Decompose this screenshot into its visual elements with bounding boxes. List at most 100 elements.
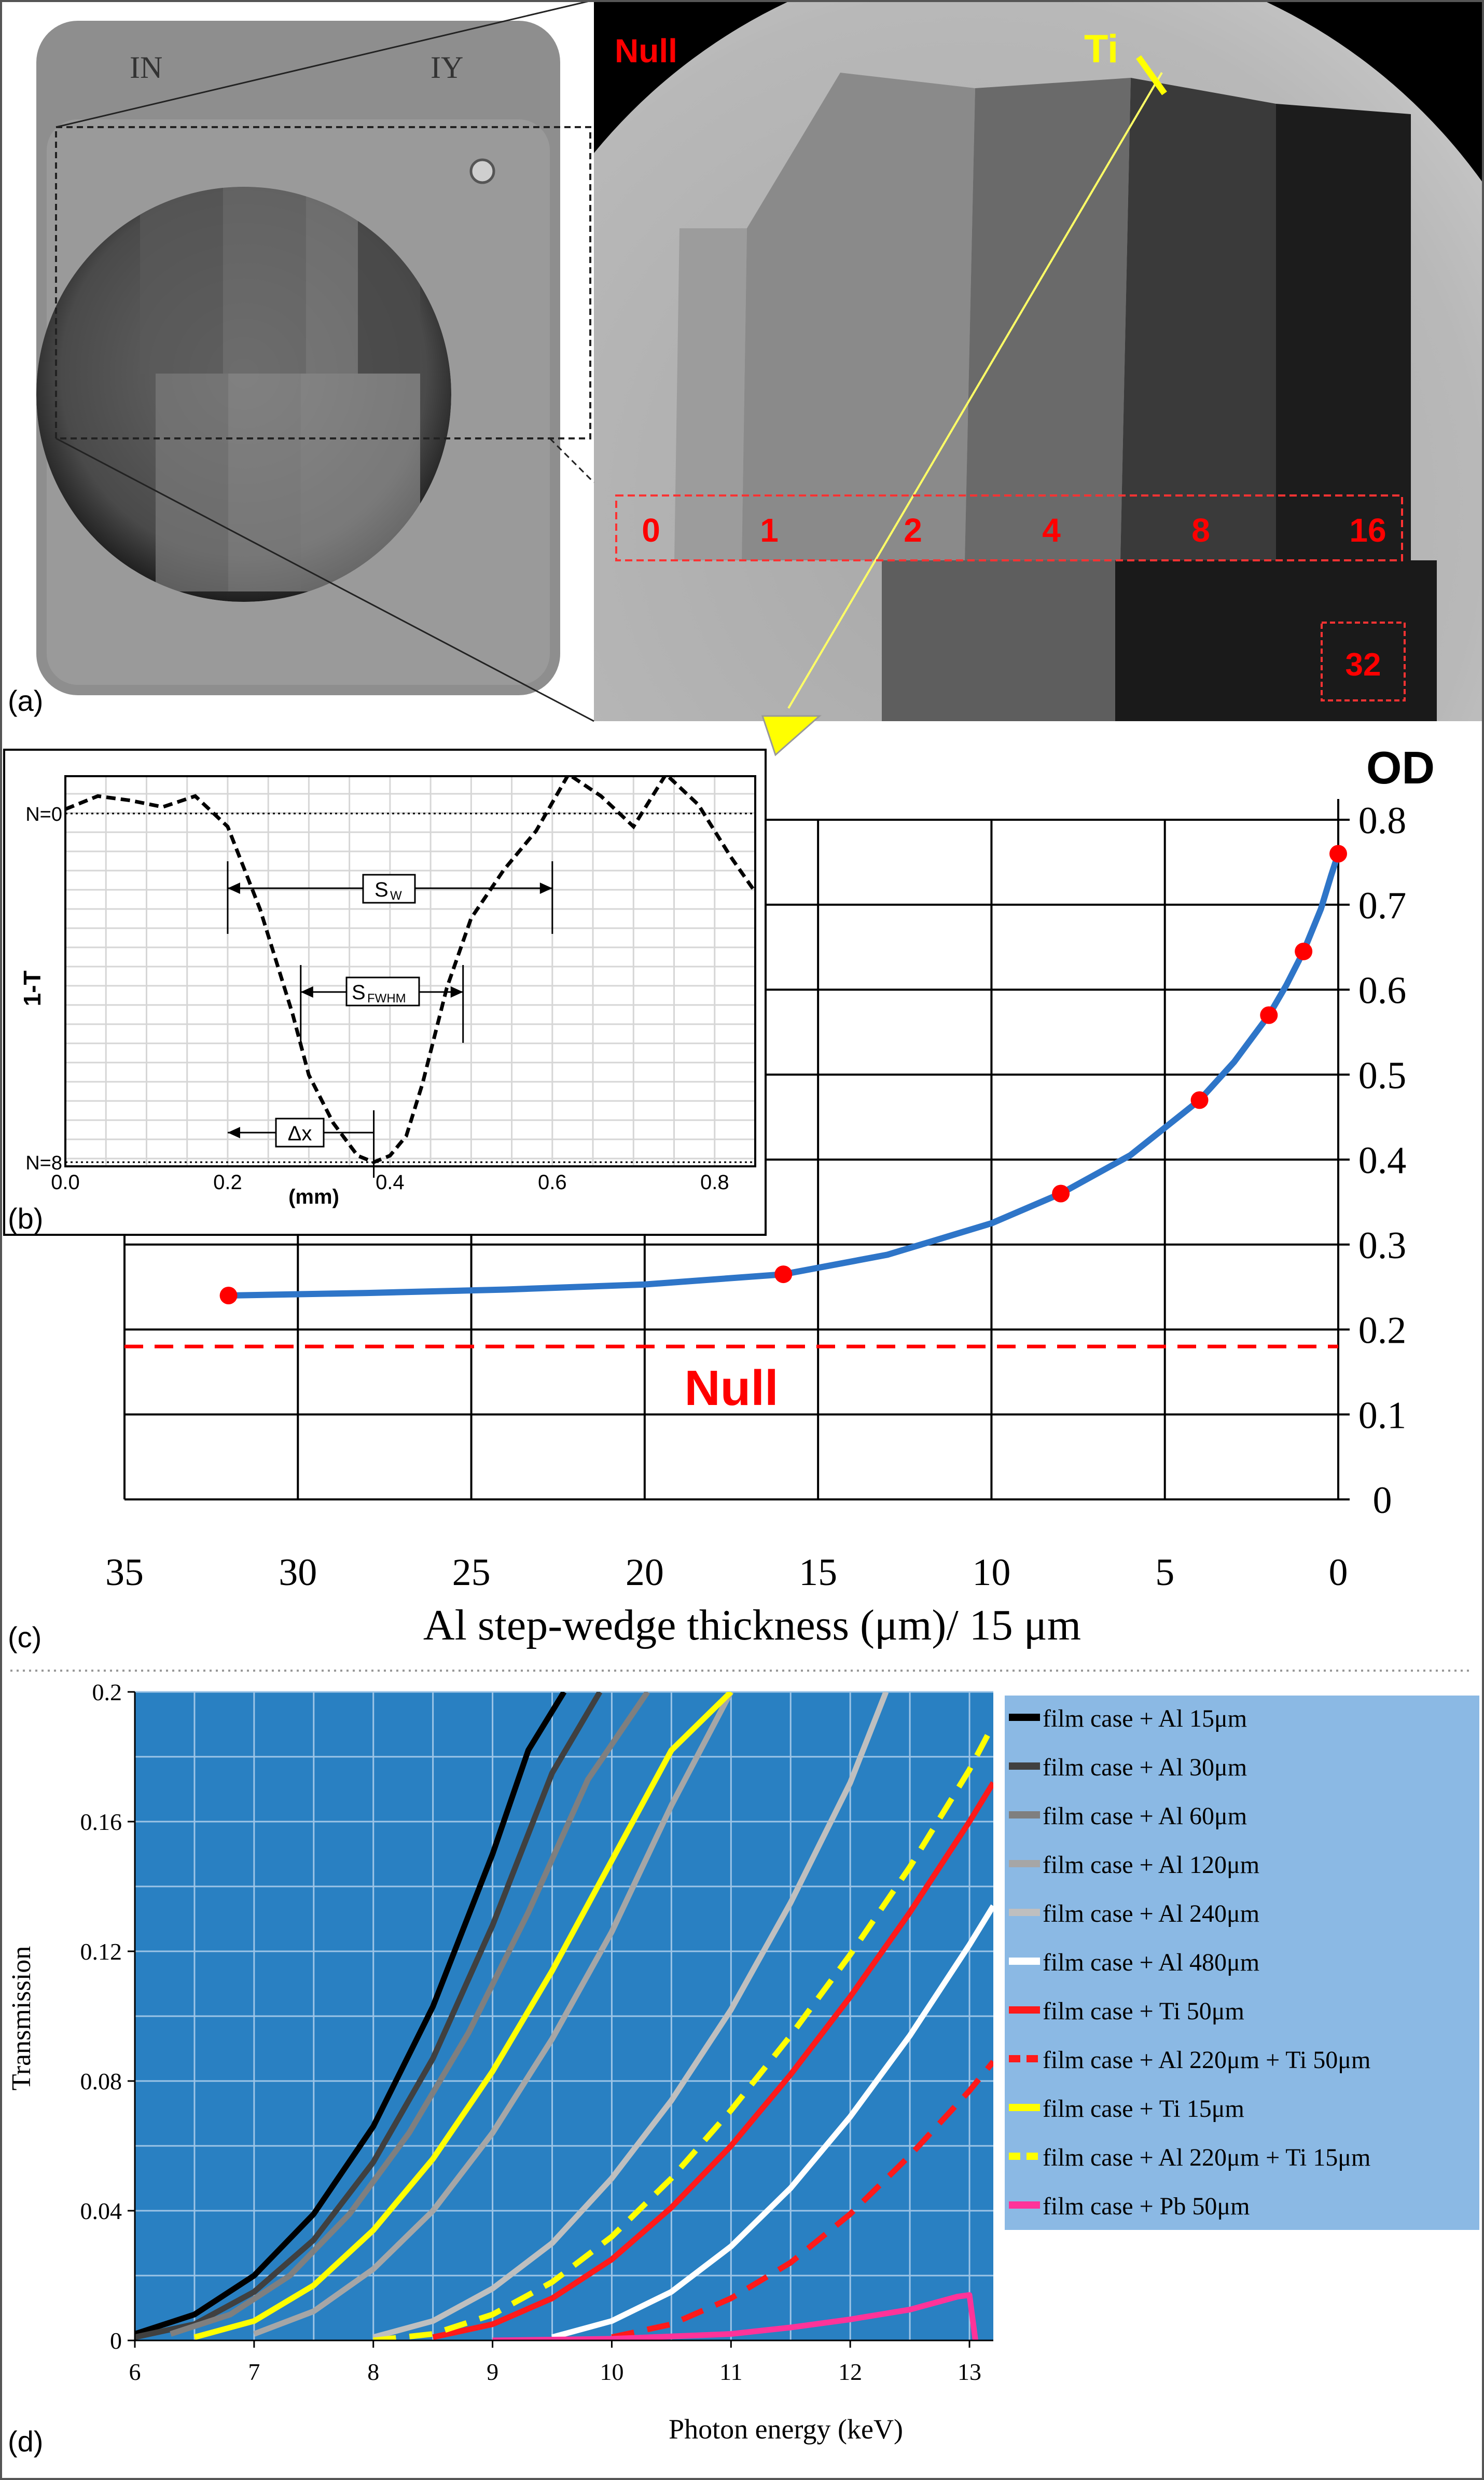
chart-d-series-line: [611, 2060, 993, 2340]
step-32-box: [1321, 622, 1406, 701]
ti-marker: [1136, 55, 1167, 95]
chart-d-series-line: [432, 1781, 993, 2340]
dx-label: Δx: [288, 1122, 312, 1145]
chart-d-xtick-label: 9: [487, 2359, 498, 2385]
chart-d-xlabel: Photon energy (keV): [669, 2414, 903, 2445]
step-label-0: 0: [642, 512, 660, 549]
xray-step-c: [965, 78, 1131, 560]
chart-c-ytick-label: 0.1: [1358, 1394, 1407, 1437]
chart-d: 0 0.04 0.08 0.12 0.16 0.2 6 7 8 9 10 11 12 13 film ca…: [7, 1679, 1479, 2458]
film-step-5: [156, 374, 228, 591]
chart-d-legend-label: film case + Al 120μm: [1043, 1851, 1259, 1879]
film-step-6: [228, 374, 301, 591]
chart-d-ytick-label: 0.12: [80, 1938, 122, 1965]
chart-d-xtick-label: 13: [958, 2359, 981, 2385]
chart-d-legend-label: film case + Al 480μm: [1043, 1949, 1259, 1976]
chart-d-series-line: [492, 2292, 978, 2340]
chart-d-legend-label: film case + Al 240μm: [1043, 1900, 1259, 1927]
panel-d-label: (d): [8, 2425, 43, 2458]
chart-c-null-label: Null: [684, 1360, 778, 1416]
chart-c-xtick-label: 35: [105, 1551, 144, 1594]
chart-c-xtick-label: 25: [452, 1551, 491, 1594]
chart-d-ytick-label: 0: [110, 2327, 122, 2354]
sfwhm-arrow-head-right: [450, 986, 463, 998]
xray-step-d: [1120, 78, 1276, 560]
xray-profile-line: [787, 72, 1163, 709]
chart-d-legend-label: film case + Ti 15μm: [1043, 2095, 1244, 2123]
chart-c-data-point: [1052, 1184, 1070, 1203]
sfwhm-label: S: [352, 981, 366, 1004]
chart-c-ytick-label: 0.8: [1358, 800, 1407, 842]
sw-arrow-head-left: [227, 883, 240, 894]
film-step-1: [140, 187, 223, 374]
panel-a-label: (a): [8, 684, 43, 717]
chart-d-xtick-label: 11: [719, 2359, 742, 2385]
chart-d-ticks: 0 0.04 0.08 0.12 0.16 0.2 6 7 8 9 10 11 12 13: [80, 1679, 993, 2385]
chart-d-series-line: [372, 1692, 889, 2340]
step-label-8: 8: [1191, 512, 1210, 549]
chart-d-ytick-label: 0.2: [92, 1679, 122, 1705]
chart-b-xtick-label: 0.8: [700, 1171, 729, 1194]
chart-d-series-line: [253, 1692, 734, 2337]
chart-d-legend-label: film case + Ti 50μm: [1043, 1997, 1244, 2025]
sw-subscript: W: [390, 889, 402, 903]
chart-c-xtick-label: 5: [1155, 1551, 1174, 1594]
sfwhm-arrow-head-left: [300, 986, 313, 998]
chart-c-xtick-label: 0: [1329, 1551, 1348, 1594]
chart-c-data-point: [774, 1265, 793, 1284]
chart-d-legend-bg: [1005, 1696, 1479, 2230]
film-label-left: IN: [130, 50, 162, 85]
chart-d-xtick-label: 12: [838, 2359, 862, 2385]
chart-d-legend-label: film case + Al 220μm + Ti 15μm: [1043, 2144, 1370, 2171]
chart-d-xtick-label: 6: [129, 2359, 141, 2385]
chart-b-ylabel: 1-T: [19, 971, 46, 1007]
chart-b-profile: [65, 776, 755, 1164]
panel-c-label: (c): [8, 1621, 41, 1654]
xray-step-g: [1115, 560, 1437, 721]
chart-d-xtick-label: 7: [248, 2359, 260, 2385]
chart-d-series-line: [135, 1692, 603, 2340]
chart-b-ticks: N=0 N=80.0 0.2 0.4 0.6 0.8: [25, 804, 729, 1194]
chart-d-ytick-label: 0.04: [80, 2198, 122, 2224]
ti-label: Ti: [1084, 27, 1118, 71]
step-label-4: 4: [1042, 512, 1061, 549]
chart-c-ticks: 0 0.1 0.2 0.3 0.4 0.5 0.6 0.7 0.8 35 30 25 20 15 10 5 0: [105, 800, 1406, 1594]
chart-c-data-point: [1260, 1006, 1278, 1024]
xray-step-b: [742, 73, 975, 560]
film-label-right: IY: [431, 50, 463, 85]
chart-c-xtick-label: 10: [972, 1551, 1010, 1594]
chart-d-legend-label: film case + Al 30μm: [1043, 1754, 1247, 1781]
chart-c-data-point: [1295, 942, 1313, 960]
panel-a-film-photo: IN IY (a): [0, 0, 594, 721]
chart-d-ylabel: Transmission: [7, 1946, 36, 2090]
chart-d-xtick-label: 10: [600, 2359, 623, 2385]
step-label-2: 2: [904, 512, 922, 549]
film-step-2: [223, 187, 306, 374]
film-marker-dot: [469, 158, 495, 184]
step-label-box: [615, 494, 1403, 561]
null-label-a: Null: [615, 32, 677, 70]
dx-box: [275, 1118, 325, 1148]
sw-box: [362, 874, 416, 904]
dx-head: [227, 1127, 240, 1138]
chart-b-profile-line: [65, 776, 755, 1164]
chart-c-xtick-label: 20: [626, 1551, 664, 1594]
xray-step-e: [1276, 104, 1411, 560]
chart-c-points: [219, 845, 1347, 1304]
sfwhm-box: [345, 976, 420, 1007]
step-label-32: 32: [1346, 647, 1381, 683]
chart-c-xtick-label: 30: [279, 1551, 317, 1594]
chart-d-series-line: [193, 1692, 733, 2340]
chart-b-ytick-label: N=8: [25, 1152, 62, 1174]
sw-label: S: [375, 878, 389, 901]
chart-b-xlabel: (mm): [288, 1186, 339, 1208]
chart-c-ytick-label: 0.7: [1358, 885, 1407, 927]
chart-c-xtick-label: 15: [799, 1551, 837, 1594]
chart-d-legend-label: film case + Al 15μm: [1043, 1705, 1247, 1732]
chart-d-ytick-label: 0.08: [80, 2068, 122, 2095]
chart-c-fit-curve: [225, 850, 1341, 1299]
yellow-pointer: [761, 715, 822, 756]
chart-c-fit-line: [225, 850, 1341, 1299]
